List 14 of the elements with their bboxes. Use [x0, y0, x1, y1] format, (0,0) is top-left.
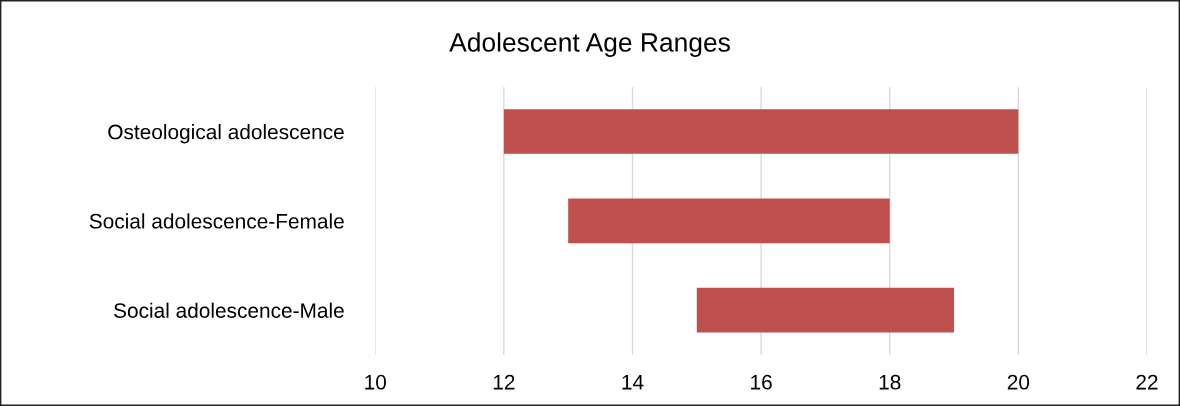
x-tick-label: 12: [493, 374, 515, 390]
y-tick-label: Social adolescence-Male: [114, 302, 344, 318]
bar: [568, 198, 890, 244]
x-tick-label: 16: [751, 374, 772, 390]
x-tick-label: 18: [879, 374, 901, 390]
x-tick-label: 22: [1136, 374, 1158, 390]
y-tick-label: Social adolescence-Female: [89, 213, 344, 229]
x-tick-label: 10: [365, 374, 387, 390]
y-tick-label: Osteological adolescence: [108, 124, 344, 144]
bar: [696, 287, 955, 333]
chart-title: Adolescent Age Ranges: [449, 32, 730, 57]
bar: [503, 109, 1019, 154]
x-tick-label: 20: [1007, 374, 1030, 390]
x-tick-label: 14: [622, 375, 644, 390]
